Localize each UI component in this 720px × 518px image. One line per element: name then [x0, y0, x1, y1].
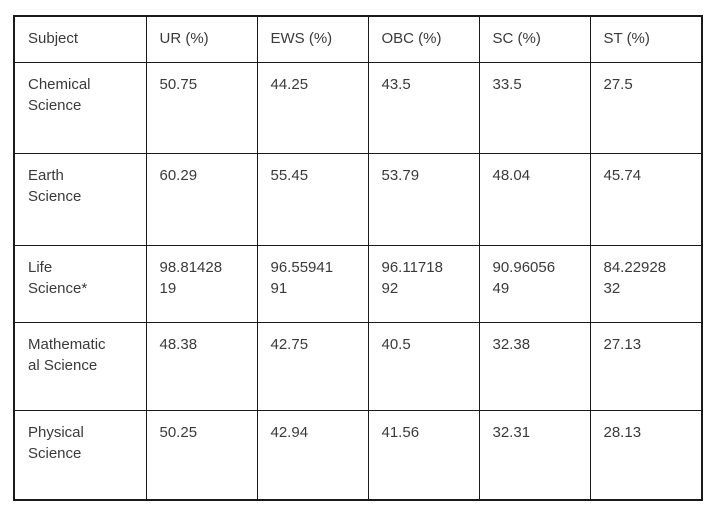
cell-st: 27.5: [589, 61, 703, 154]
cell-ur: 48.38: [145, 321, 258, 411]
cell-ews: 55.45: [256, 152, 369, 246]
cell-st: 45.74: [589, 152, 703, 246]
column-header-obc: OBC (%): [367, 15, 480, 63]
cell-ews: 96.55941 91: [256, 244, 369, 323]
cell-subject: Earth Science: [13, 152, 147, 246]
cell-ews: 44.25: [256, 61, 369, 154]
cell-ur: 98.81428 19: [145, 244, 258, 323]
table-row-chemical-science: Chemical Science 50.75 44.25 43.5 33.5 2…: [13, 61, 703, 154]
table-row-earth-science: Earth Science 60.29 55.45 53.79 48.04 45…: [13, 152, 703, 246]
cell-sc: 32.38: [478, 321, 591, 411]
cell-st: 28.13: [589, 409, 703, 501]
cell-ur: 50.25: [145, 409, 258, 501]
cell-sc: 32.31: [478, 409, 591, 501]
cell-obc: 41.56: [367, 409, 480, 501]
cell-ews: 42.94: [256, 409, 369, 501]
column-header-st: ST (%): [589, 15, 703, 63]
cell-sc: 33.5: [478, 61, 591, 154]
cell-obc: 53.79: [367, 152, 480, 246]
cell-sc: 90.96056 49: [478, 244, 591, 323]
cell-st: 27.13: [589, 321, 703, 411]
cell-obc: 43.5: [367, 61, 480, 154]
column-header-ur: UR (%): [145, 15, 258, 63]
cell-subject: Chemical Science: [13, 61, 147, 154]
column-header-subject: Subject: [13, 15, 147, 63]
table-row-physical-science: Physical Science 50.25 42.94 41.56 32.31…: [13, 409, 703, 501]
cutoff-table: Subject UR (%) EWS (%) OBC (%) SC (%) ST…: [13, 15, 703, 501]
column-header-ews: EWS (%): [256, 15, 369, 63]
cell-sc: 48.04: [478, 152, 591, 246]
column-header-sc: SC (%): [478, 15, 591, 63]
cell-obc: 40.5: [367, 321, 480, 411]
cell-obc: 96.11718 92: [367, 244, 480, 323]
cell-ur: 50.75: [145, 61, 258, 154]
cell-subject: Physical Science: [13, 409, 147, 501]
table-row-mathematical-science: Mathematic al Science 48.38 42.75 40.5 3…: [13, 321, 703, 411]
cell-ews: 42.75: [256, 321, 369, 411]
cell-ur: 60.29: [145, 152, 258, 246]
header-row: Subject UR (%) EWS (%) OBC (%) SC (%) ST…: [13, 15, 703, 63]
cell-subject: Life Science*: [13, 244, 147, 323]
cell-subject: Mathematic al Science: [13, 321, 147, 411]
table-row-life-science: Life Science* 98.81428 19 96.55941 91 96…: [13, 244, 703, 323]
cell-st: 84.22928 32: [589, 244, 703, 323]
